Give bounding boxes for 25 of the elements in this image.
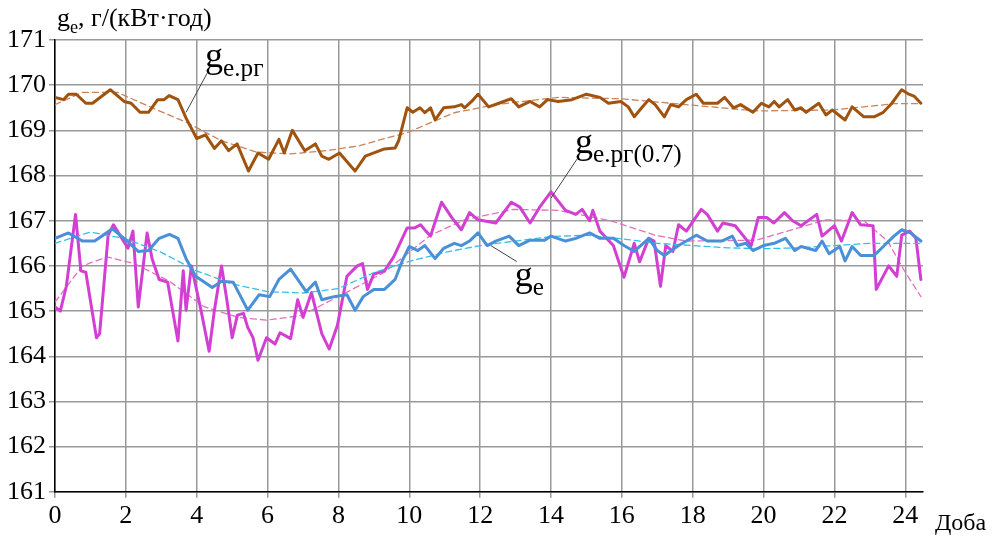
x-tick-label: 4 — [190, 500, 204, 530]
x-tick-label: 2 — [119, 500, 133, 530]
y-tick-label: 162 — [7, 430, 46, 460]
y-tick-label: 170 — [7, 69, 46, 99]
y-tick-label: 166 — [7, 249, 46, 279]
x-tick-label: 22 — [821, 500, 848, 530]
x-tick-label: 24 — [892, 500, 919, 530]
x-tick-label: 14 — [538, 500, 564, 530]
y-tick-label: 161 — [7, 475, 46, 505]
y-tick-label: 167 — [7, 204, 46, 234]
y-tick-label: 163 — [7, 385, 46, 415]
x-axis-title: Доба — [935, 508, 987, 535]
x-tick-label: 0 — [48, 500, 62, 530]
x-tick-label: 18 — [679, 500, 706, 530]
y-tick-label: 165 — [7, 294, 46, 324]
y-tick-label: 164 — [7, 340, 46, 370]
x-tick-label: 12 — [467, 500, 494, 530]
x-tick-label: 10 — [396, 500, 423, 530]
y-tick-label: 168 — [7, 159, 46, 189]
x-tick-label: 6 — [261, 500, 275, 530]
y-tick-label: 169 — [7, 114, 46, 144]
y-tick-label: 171 — [7, 23, 46, 53]
x-tick-label: 20 — [750, 500, 777, 530]
x-tick-label: 8 — [331, 500, 345, 530]
x-tick-label: 16 — [608, 500, 635, 530]
